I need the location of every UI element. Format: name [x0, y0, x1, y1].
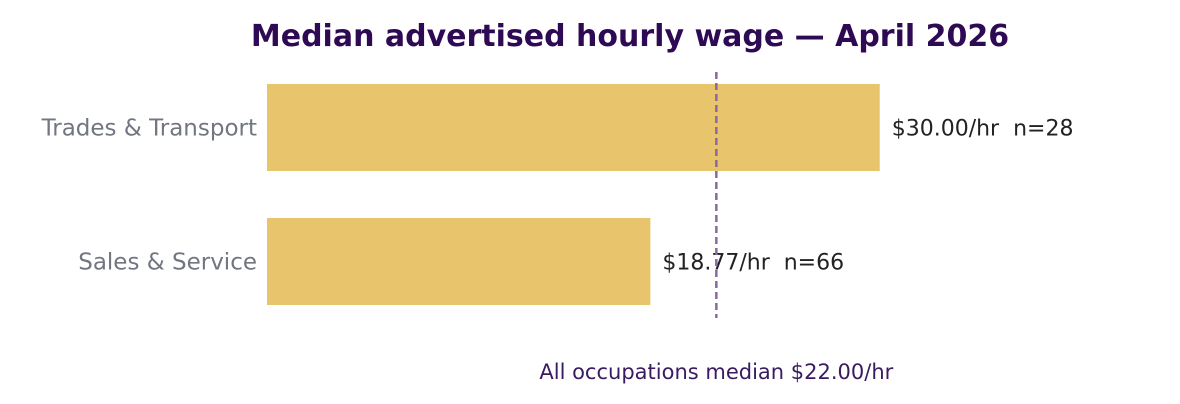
reference-line-label: All occupations median $22.00/hr	[539, 360, 893, 384]
bar-1	[267, 218, 651, 305]
value-label-0: $30.00/hr n=28	[892, 117, 1074, 142]
category-label-1: Sales & Service	[78, 250, 257, 276]
chart-title: Median advertised hourly wage — April 20…	[251, 19, 1009, 54]
reference-layer: All occupations median $22.00/hr	[539, 72, 894, 384]
bar-0	[267, 84, 880, 171]
bars-layer: Trades & Transport $30.00/hr n=28 Sales & …	[41, 84, 1074, 305]
category-label-0: Trades & Transport	[41, 116, 257, 142]
value-label-1: $18.77/hr n=66	[662, 251, 844, 276]
